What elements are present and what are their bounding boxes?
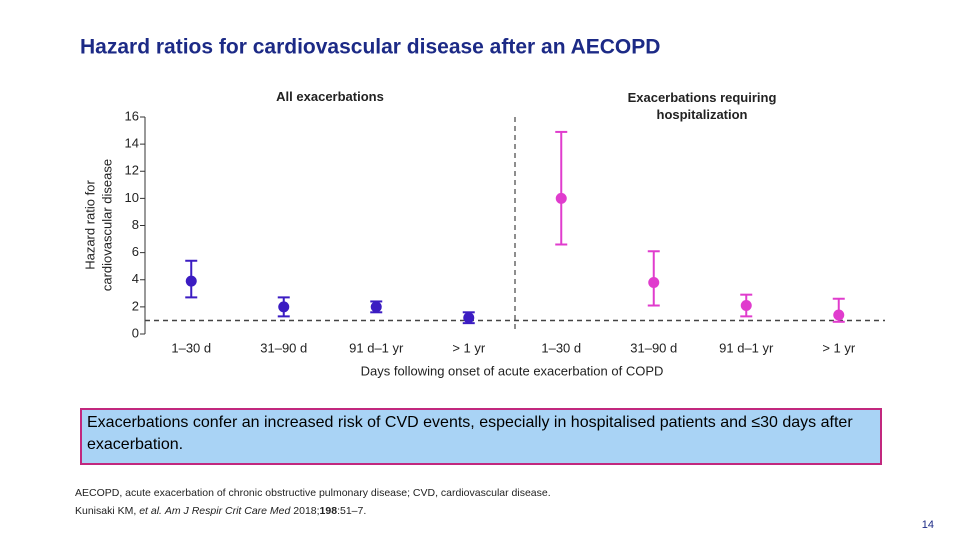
point (463, 312, 475, 324)
y-tick-label: 2 (132, 298, 139, 313)
group-title: Exacerbations requiring hospitalization (627, 90, 777, 122)
group-title: All exacerbations (276, 89, 384, 104)
y-tick-label: 14 (125, 136, 139, 151)
x-tick-label: 31–90 d (630, 340, 677, 355)
reference-part: 198 (320, 505, 338, 517)
page-number: 14 (922, 519, 934, 531)
reference-part: :51–7. (337, 505, 366, 517)
reference-part: et al. (139, 505, 162, 517)
reference-part: Am J Respir Crit Care Med (164, 505, 292, 517)
point (370, 301, 382, 313)
footnote: AECOPD, acute exacerbation of chronic ob… (75, 487, 551, 499)
reference-part: Kunisaki KM, (75, 505, 139, 517)
reference: Kunisaki KM, et al. Am J Respir Crit Car… (75, 505, 366, 517)
point (648, 276, 660, 288)
y-tick-label: 6 (132, 244, 139, 259)
x-axis-label: Days following onset of acute exacerbati… (361, 363, 664, 378)
y-tick-label: 10 (125, 190, 139, 205)
point (185, 275, 197, 287)
point (833, 309, 845, 321)
y-tick-label: 12 (125, 163, 139, 178)
y-tick-label: 0 (132, 325, 139, 340)
slide-title: Hazard ratios for cardiovascular disease… (80, 36, 660, 59)
point (278, 301, 290, 313)
y-tick-label: 16 (125, 108, 139, 123)
reference-part: 2018; (290, 505, 319, 517)
point (555, 192, 567, 204)
x-tick-label: 1–30 d (541, 340, 581, 355)
y-tick-label: 4 (132, 271, 139, 286)
x-tick-label: 1–30 d (171, 340, 211, 355)
x-tick-label: > 1 yr (822, 340, 856, 355)
x-tick-label: 91 d–1 yr (719, 340, 774, 355)
y-tick-label: 8 (132, 217, 139, 232)
y-axis-label: Hazard ratio for (82, 180, 97, 270)
x-tick-label: 91 d–1 yr (349, 340, 404, 355)
x-tick-label: > 1 yr (452, 340, 486, 355)
point (740, 300, 752, 312)
x-tick-label: 31–90 d (260, 340, 307, 355)
y-axis-label: cardiovascular disease (99, 159, 114, 291)
callout: Exacerbations confer an increased risk o… (80, 408, 882, 465)
